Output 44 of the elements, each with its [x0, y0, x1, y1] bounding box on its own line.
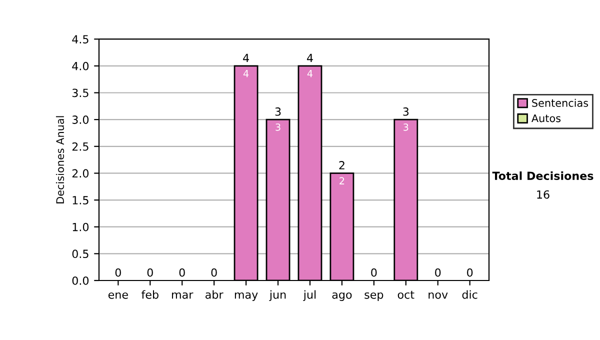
x-tick-label: ene — [108, 292, 128, 299]
x-tick-label: jul — [303, 290, 316, 301]
text: 16 — [537, 190, 550, 199]
data-label: 4 — [243, 70, 249, 78]
x-tick-label: ago — [332, 292, 352, 301]
data-label: 3 — [276, 123, 280, 131]
total-label: 0 — [147, 268, 153, 277]
total-label: 0 — [371, 268, 377, 277]
total-label: 4 — [306, 54, 313, 62]
total-label: 4 — [243, 54, 249, 62]
total-label: 0 — [115, 268, 121, 277]
y-tick-label: 2.0 — [72, 169, 89, 178]
total-label: 2 — [339, 161, 344, 170]
x-tick-label: feb — [142, 290, 158, 299]
x-tick-label: oct — [398, 290, 414, 299]
x-tick-label: dic — [462, 290, 478, 299]
y-axis-title: Decisiones Anual — [56, 116, 64, 204]
legend-label: Autos — [532, 114, 561, 122]
x-tick-label: jun — [269, 290, 286, 301]
y-tick-label: 1.0 — [72, 222, 89, 232]
y-tick-label: 1.5 — [72, 196, 88, 204]
data-label: 3 — [404, 123, 408, 131]
x-tick-label: may — [234, 292, 258, 301]
y-tick-label: 0.5 — [72, 250, 88, 258]
text: Total Decisiones — [492, 171, 594, 180]
data-label: 4 — [307, 70, 313, 78]
y-tick-label: 2.5 — [72, 142, 88, 151]
total-label: 0 — [179, 268, 185, 277]
x-tick-label: abr — [206, 290, 224, 299]
x-tick-label: sep — [364, 292, 384, 301]
legend-label: Sentencias — [532, 98, 588, 107]
total-label: 0 — [467, 268, 473, 277]
data-label: 2 — [340, 177, 344, 184]
y-tick-label: 3.0 — [72, 116, 89, 124]
x-tick-label: mar — [172, 292, 194, 299]
total-label: 0 — [435, 268, 441, 277]
y-tick-label: 0.0 — [72, 276, 89, 285]
y-tick-label: 4.5 — [72, 35, 88, 44]
total-label: 3 — [403, 107, 409, 116]
x-tick-label: nov — [428, 292, 448, 299]
y-tick-label: 4.0 — [72, 62, 89, 70]
total-label: 0 — [211, 268, 217, 277]
total-label: 3 — [275, 107, 281, 116]
y-tick-label: 3.5 — [72, 88, 88, 98]
